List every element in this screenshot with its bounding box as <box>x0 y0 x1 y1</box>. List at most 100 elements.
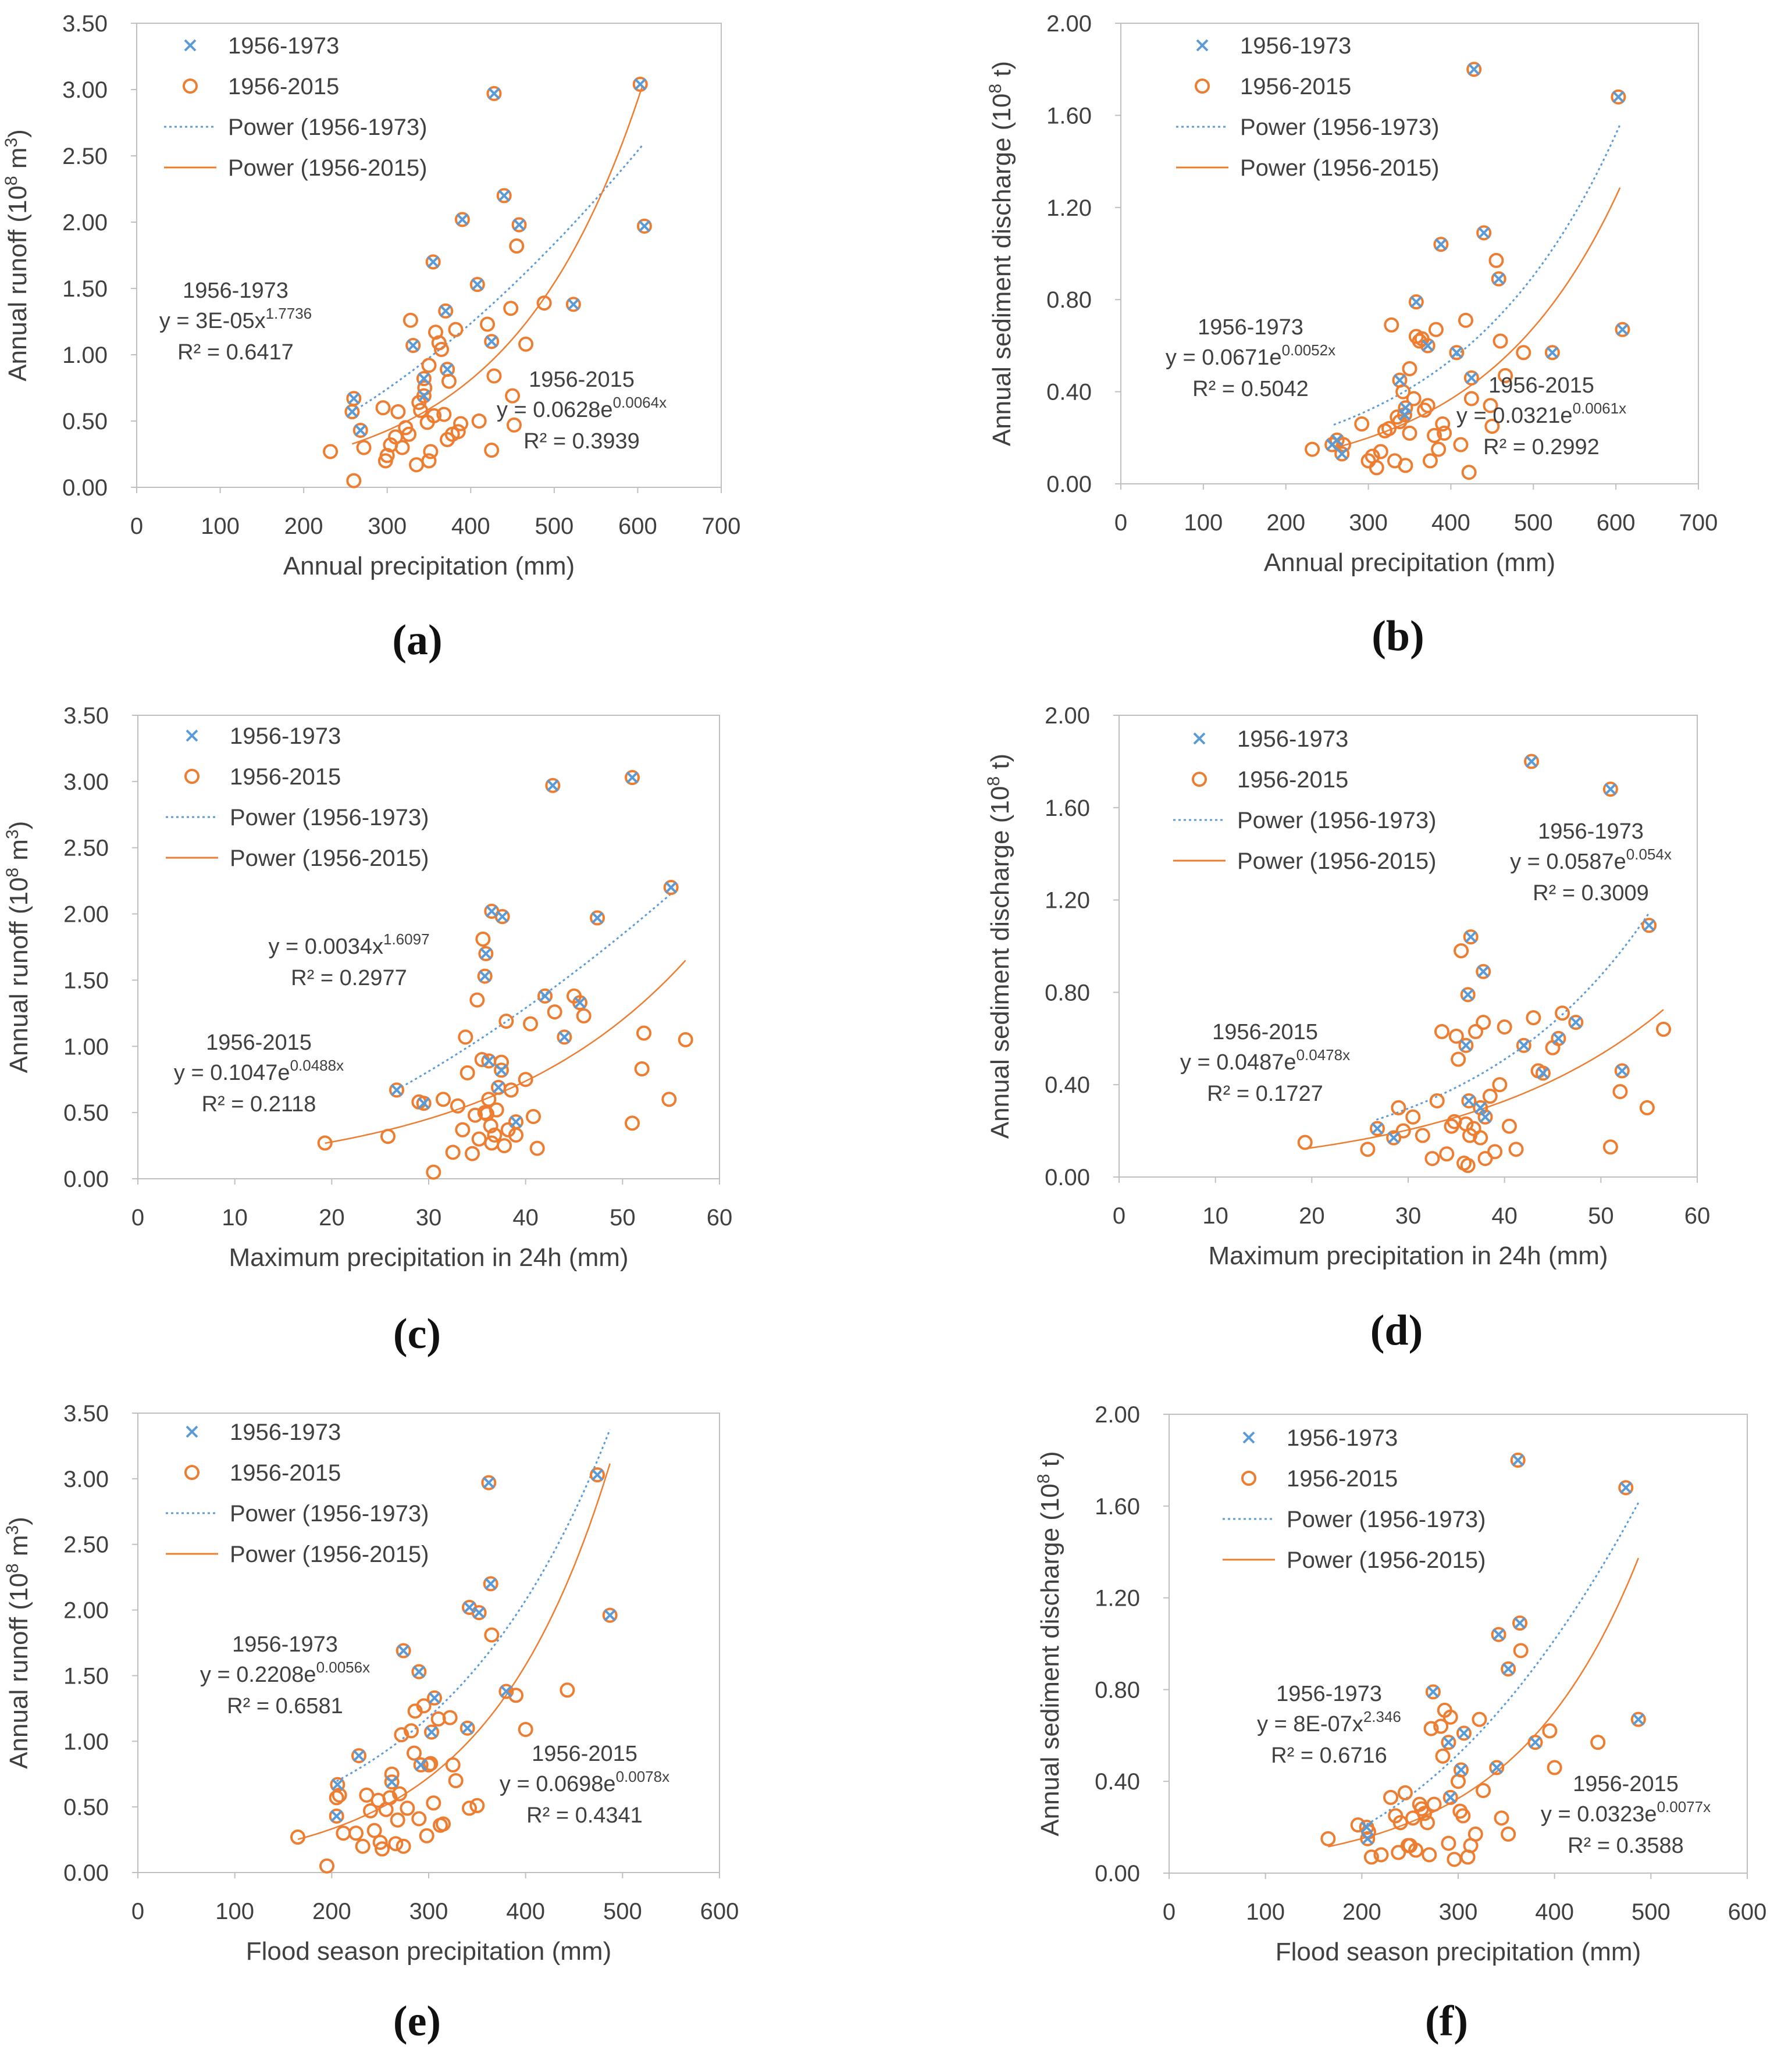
data-point-1956-2015 <box>1491 1627 1506 1642</box>
panel-label: (a) <box>392 616 442 664</box>
data-point-1956-2015 <box>1433 237 1449 252</box>
legend-label-1956-1973: 1956-1973 <box>230 1420 341 1445</box>
data-point-1956-2015 <box>424 1724 439 1740</box>
data-point-1956-2015 <box>1391 1100 1406 1115</box>
data-point-1956-2015 <box>431 335 447 351</box>
data-point-1956-2015 <box>483 1118 498 1133</box>
data-point-1956-1973 <box>1450 346 1463 359</box>
y-axis-title: Annual runoff (108 m3) <box>3 821 33 1074</box>
data-point-1956-1973 <box>461 1722 474 1735</box>
annotation-equation: y = 0.0487e0.0478x <box>1180 1046 1350 1075</box>
data-point-1956-1973 <box>1525 755 1538 768</box>
data-point-1956-1973 <box>412 1666 425 1678</box>
data-point-1956-2015 <box>1463 391 1479 406</box>
data-point-1956-1973 <box>1434 238 1447 251</box>
data-point-1956-2015 <box>1448 1028 1464 1044</box>
legend-label-1956-2015: 1956-2015 <box>1287 1466 1398 1492</box>
x-tick-label: 20 <box>1299 1203 1325 1229</box>
data-point-1956-2015 <box>1458 1037 1474 1053</box>
data-point-1956-2015 <box>526 1108 541 1124</box>
data-point-1956-2015 <box>590 1467 605 1483</box>
data-point-1956-2015 <box>1412 333 1427 349</box>
plot-frame <box>1120 23 1699 484</box>
data-point-1956-2015 <box>636 1025 651 1041</box>
data-point-1956-1973 <box>496 910 509 923</box>
x-axis-title: Maximum precipitation in 24h (mm) <box>1208 1242 1608 1270</box>
data-point-1956-2015 <box>1297 1135 1313 1150</box>
data-point-1956-1973 <box>510 1115 522 1128</box>
data-point-1956-2015 <box>477 968 493 984</box>
data-point-1956-2015 <box>498 1014 514 1029</box>
data-point-1956-2015 <box>508 1127 523 1143</box>
x-tick-label: 60 <box>1684 1203 1711 1229</box>
data-point-1956-2015 <box>411 1664 427 1679</box>
legend-label-1956-1973: 1956-1973 <box>1287 1425 1398 1451</box>
legend-label-1956-1973: 1956-1973 <box>1240 33 1351 59</box>
data-point-1956-2015 <box>1493 333 1508 349</box>
data-point-1956-2015 <box>1472 1711 1487 1727</box>
data-point-1956-2015 <box>1463 929 1479 945</box>
data-point-1956-2015 <box>450 424 466 440</box>
data-point-1956-1973 <box>439 305 452 318</box>
data-point-1956-2015 <box>1458 312 1473 328</box>
annotation-r-squared: R² = 0.2977 <box>291 966 407 990</box>
y-tick-label: 0.80 <box>1046 287 1092 313</box>
data-point-1956-2015 <box>442 1710 458 1725</box>
data-point-1956-1973 <box>1477 965 1490 978</box>
y-tick-label: 1.20 <box>1045 888 1090 914</box>
data-point-1956-1973 <box>495 1064 508 1076</box>
y-tick-label: 2.50 <box>63 836 109 861</box>
data-point-1956-2015 <box>411 395 427 411</box>
y-tick-label: 0.50 <box>63 1100 109 1126</box>
data-point-1956-1973 <box>479 970 491 983</box>
legend-label-power-1956-2015: Power (1956-2015) <box>230 1542 429 1567</box>
data-point-1956-1973 <box>1477 226 1490 239</box>
data-point-1956-2015 <box>1428 322 1444 337</box>
x-tick-label: 100 <box>215 1899 254 1924</box>
data-point-1956-2015 <box>448 322 464 337</box>
y-tick-label: 0.50 <box>62 409 108 434</box>
data-point-1956-2015 <box>329 1808 344 1824</box>
x-axis-title: Flood season precipitation (mm) <box>1276 1938 1641 1966</box>
data-point-1956-2015 <box>455 1122 471 1137</box>
data-point-1956-1973 <box>567 298 580 311</box>
y-axis-title: Annual sediment discharge (108 t) <box>986 61 1016 446</box>
data-point-1956-2015 <box>329 1790 344 1806</box>
x-tick-label: 0 <box>1114 510 1127 536</box>
panel-label: (d) <box>1370 1307 1423 1354</box>
data-point-1956-2015 <box>402 312 418 328</box>
data-point-1956-2015 <box>509 238 525 254</box>
legend-label-power-1956-2015: Power (1956-2015) <box>228 155 427 181</box>
data-point-1956-2015 <box>1439 1146 1455 1162</box>
data-point-1956-2015 <box>1526 1010 1541 1026</box>
data-point-1956-2015 <box>1461 465 1477 480</box>
data-point-1956-1973 <box>558 1030 571 1043</box>
data-point-1956-2015 <box>450 1098 465 1114</box>
data-point-1956-1973 <box>1604 783 1617 796</box>
x-tick-label: 300 <box>368 513 407 539</box>
legend-marker-1956-1973 <box>186 729 198 742</box>
data-point-1956-2015 <box>1433 1718 1449 1734</box>
data-point-1956-2015 <box>394 440 410 455</box>
data-point-1956-2015 <box>1527 1735 1543 1750</box>
data-point-1956-1973 <box>463 1601 476 1614</box>
data-point-1956-2015 <box>380 1129 396 1144</box>
data-point-1956-2015 <box>1406 391 1422 406</box>
data-point-1956-2015 <box>486 85 502 101</box>
data-point-1956-2015 <box>436 406 452 422</box>
data-point-1956-2015 <box>1395 1123 1411 1139</box>
data-point-1956-2015 <box>505 388 521 404</box>
data-point-1956-2015 <box>390 404 406 420</box>
data-point-1956-1973 <box>1427 1685 1440 1698</box>
data-point-1956-2015 <box>423 1756 439 1771</box>
x-tick-label: 500 <box>1514 510 1553 536</box>
x-tick-label: 0 <box>130 513 143 539</box>
data-point-1956-2015 <box>469 992 485 1008</box>
data-point-1956-2015 <box>1466 62 1482 77</box>
data-point-1956-2015 <box>1487 1144 1503 1160</box>
data-point-1956-2015 <box>1454 943 1469 958</box>
data-point-1956-2015 <box>1461 1093 1477 1108</box>
data-point-1956-2015 <box>1545 1040 1561 1055</box>
data-point-1956-2015 <box>1422 1847 1437 1863</box>
data-point-1956-2015 <box>536 295 552 311</box>
